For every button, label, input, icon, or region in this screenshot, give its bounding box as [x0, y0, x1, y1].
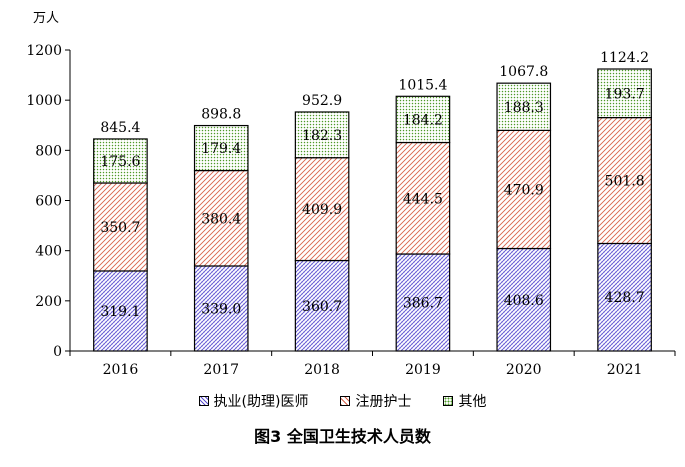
legend-label-nurses: 注册护士 — [355, 394, 412, 410]
data-label-2021-1: 501.8 — [605, 174, 645, 190]
data-label-2018-2: 182.3 — [302, 128, 342, 144]
x-tick-label-2020: 2020 — [506, 362, 542, 378]
bar-segment-2016-0 — [93, 270, 148, 352]
bar-segment-2016-2 — [93, 138, 148, 184]
data-label-2020-1: 470.9 — [504, 182, 544, 198]
y-tick-label: 400 — [35, 244, 62, 260]
x-tick-label-2016: 2016 — [103, 362, 139, 378]
legend-label-other: 其他 — [458, 394, 487, 410]
data-label-2016-2: 175.6 — [100, 154, 140, 170]
legend-item-other: 其他 — [443, 391, 486, 411]
chart-title: 图3 全国卫生技术人员数 — [254, 427, 431, 446]
data-label-2019-1: 444.5 — [403, 191, 443, 207]
legend-item-nurses: 注册护士 — [340, 391, 411, 411]
total-label-2016: 845.4 — [100, 120, 140, 136]
data-label-2016-0: 319.1 — [100, 304, 140, 320]
x-tick-label-2021: 2021 — [607, 362, 643, 378]
x-tick-label-2017: 2017 — [203, 362, 239, 378]
y-axis-unit-label: 万人 — [33, 11, 59, 26]
bar-segment-2018-2 — [294, 111, 350, 159]
legend-item-physicians: 执业(助理)医师 — [198, 391, 309, 411]
total-label-2019: 1015.4 — [398, 77, 447, 93]
data-label-2019-2: 184.2 — [403, 112, 443, 128]
y-tick-label: 600 — [35, 194, 62, 210]
legend-label-physicians: 执业(助理)医师 — [213, 394, 309, 410]
bar-segment-2021-1 — [597, 116, 652, 245]
data-label-2017-0: 339.0 — [201, 301, 241, 317]
bar-segment-2019-2 — [395, 95, 451, 144]
data-label-2020-2: 188.3 — [504, 100, 544, 116]
total-label-2020: 1067.8 — [499, 64, 548, 80]
bar-segment-2018-1 — [294, 157, 350, 262]
bar-segment-2019-0 — [395, 253, 451, 352]
bar-segment-2021-2 — [597, 68, 652, 119]
y-tick-label: 0 — [53, 344, 62, 360]
bar-segment-2019-1 — [395, 141, 451, 255]
legend-swatch-other — [443, 396, 454, 406]
data-label-2021-2: 193.7 — [605, 86, 645, 102]
y-tick-label: 800 — [35, 143, 62, 159]
data-label-2017-1: 380.4 — [201, 211, 241, 227]
data-label-2018-0: 360.7 — [302, 299, 342, 315]
total-label-2021: 1124.2 — [600, 50, 649, 66]
data-label-2017-2: 179.4 — [201, 141, 241, 157]
data-label-2020-0: 408.6 — [504, 293, 544, 309]
total-label-2017: 898.8 — [201, 107, 241, 123]
y-tick-label: 1000 — [26, 93, 62, 109]
bar-segment-2017-2 — [193, 124, 249, 172]
bar-segment-2020-0 — [496, 247, 552, 352]
data-label-2018-1: 409.9 — [302, 202, 342, 218]
total-label-2018: 952.9 — [302, 93, 342, 109]
data-label-2021-0: 428.7 — [605, 290, 645, 306]
bar-segment-2017-0 — [193, 265, 249, 352]
legend-swatch-nurses — [340, 396, 351, 406]
y-tick-label: 1200 — [26, 43, 62, 59]
x-tick-label-2018: 2018 — [304, 362, 340, 378]
y-tick-label: 200 — [35, 294, 62, 310]
bar-segment-2017-1 — [193, 169, 249, 267]
bar-segment-2020-2 — [496, 82, 552, 131]
legend-swatch-physicians — [198, 396, 209, 406]
legend: 执业(助理)医师 注册护士 其他 — [0, 390, 685, 412]
x-tick-label-2019: 2019 — [405, 362, 441, 378]
data-label-2019-0: 386.7 — [403, 296, 443, 312]
data-label-2016-1: 350.7 — [100, 220, 140, 236]
